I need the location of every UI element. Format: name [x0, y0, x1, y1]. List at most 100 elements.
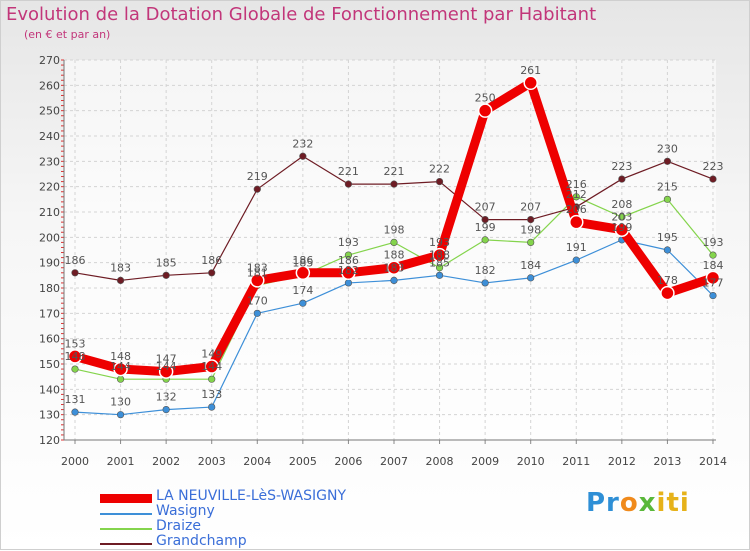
data-point-draize	[116, 375, 125, 383]
y-tick-label: 190	[39, 257, 60, 270]
data-point-grandchamp	[663, 157, 672, 165]
y-tick-label: 200	[39, 231, 60, 244]
legend-swatch	[100, 543, 152, 545]
data-point-la-neuville-l-s-wasigny	[660, 285, 675, 301]
logo-part-1: Pr	[586, 488, 620, 518]
y-tick-label: 120	[39, 434, 60, 447]
data-label-la-neuville-l-s-wasigny: 188	[383, 249, 404, 262]
data-point-wasigny	[253, 309, 261, 317]
series-layer	[67, 75, 721, 419]
data-point-la-neuville-l-s-wasigny	[250, 273, 265, 288]
data-label-grandchamp: 221	[383, 165, 404, 178]
data-label-grandchamp: 185	[156, 256, 177, 269]
data-label-la-neuville-l-s-wasigny: 153	[65, 337, 86, 350]
x-tick-label: 2006	[334, 455, 362, 468]
legend-label: Draize	[156, 518, 201, 534]
x-tick-label: 2007	[380, 455, 408, 468]
data-point-draize	[618, 213, 626, 221]
y-tick-label: 250	[39, 105, 60, 118]
legend-label: Wasigny	[156, 503, 215, 519]
y-tick-label: 210	[39, 206, 60, 219]
data-label-draize: 198	[520, 223, 541, 236]
data-label-grandchamp: 223	[611, 160, 632, 173]
data-label-grandchamp: 186	[201, 254, 222, 267]
data-point-draize	[709, 251, 717, 259]
y-tick-label: 220	[39, 181, 60, 194]
legend-label: LA NEUVILLE-LèS-WASIGNY	[156, 488, 346, 504]
y-tick-label: 160	[39, 333, 60, 346]
data-point-la-neuville-l-s-wasigny	[341, 265, 356, 281]
data-point-la-neuville-l-s-wasigny	[67, 349, 83, 364]
data-label-draize: 216	[566, 178, 587, 191]
data-label-draize: 193	[338, 236, 359, 249]
legend-label: Grandchamp	[156, 533, 247, 549]
data-label-wasigny: 182	[338, 264, 359, 277]
data-point-grandchamp	[116, 276, 125, 285]
x-tick-label: 2013	[653, 455, 681, 468]
y-tick-label: 140	[39, 383, 60, 396]
data-label-wasigny: 170	[247, 294, 268, 307]
x-tick-label: 2009	[471, 455, 499, 468]
data-label-grandchamp: 221	[338, 165, 359, 178]
data-label-draize: 185	[292, 256, 313, 269]
proxiti-logo: Proxiti	[586, 488, 690, 518]
data-label-la-neuville-l-s-wasigny: 149	[201, 348, 222, 361]
data-label-grandchamp: 222	[429, 163, 450, 176]
y-tick-label: 270	[39, 54, 60, 67]
x-tick-label: 2000	[61, 455, 89, 468]
data-point-draize	[663, 195, 672, 203]
data-point-draize	[208, 375, 216, 383]
data-point-la-neuville-l-s-wasigny	[523, 75, 538, 91]
x-tick-label: 2004	[243, 455, 271, 468]
data-point-grandchamp	[208, 269, 216, 277]
data-point-la-neuville-l-s-wasigny	[158, 364, 174, 379]
y-tick-label: 230	[39, 155, 60, 168]
data-label-wasigny: 184	[520, 259, 541, 272]
data-label-draize: 181	[247, 266, 268, 279]
plot-area	[64, 60, 716, 440]
x-tick-label: 2010	[517, 455, 545, 468]
data-point-la-neuville-l-s-wasigny	[295, 265, 311, 281]
data-point-wasigny	[299, 299, 307, 307]
data-label-la-neuville-l-s-wasigny: 178	[657, 274, 678, 287]
data-label-la-neuville-l-s-wasigny: 183	[247, 261, 268, 274]
data-point-wasigny	[344, 279, 353, 287]
data-label-wasigny: 183	[383, 261, 404, 274]
data-label-la-neuville-l-s-wasigny: 193	[429, 236, 450, 249]
y-tick-label: 130	[39, 409, 60, 422]
data-label-la-neuville-l-s-wasigny: 186	[338, 254, 359, 267]
data-point-la-neuville-l-s-wasigny	[432, 247, 447, 263]
data-point-grandchamp	[253, 185, 261, 193]
x-tick-label: 2014	[699, 455, 727, 468]
data-point-grandchamp	[709, 175, 717, 183]
data-point-wasigny	[71, 408, 79, 416]
data-label-grandchamp: 223	[702, 160, 723, 173]
data-point-wasigny	[481, 279, 489, 287]
y-tick-label: 170	[39, 307, 60, 320]
data-label-wasigny: 174	[292, 284, 313, 297]
data-point-wasigny	[435, 271, 444, 279]
y-tick-label: 260	[39, 79, 60, 92]
data-point-la-neuville-l-s-wasigny	[477, 103, 493, 118]
data-label-draize: 144	[201, 360, 222, 373]
data-label-grandchamp: 230	[657, 142, 678, 155]
data-label-la-neuville-l-s-wasigny: 250	[475, 92, 496, 105]
data-point-la-neuville-l-s-wasigny	[705, 270, 721, 286]
data-point-la-neuville-l-s-wasigny	[204, 359, 219, 374]
data-label-wasigny: 182	[475, 264, 496, 277]
data-point-wasigny	[390, 276, 398, 285]
data-label-wasigny: 191	[566, 241, 587, 254]
data-label-draize: 199	[475, 221, 496, 234]
legend-swatch	[100, 528, 152, 530]
data-point-wasigny	[572, 256, 580, 264]
data-point-wasigny	[162, 406, 170, 414]
axis-layer: 120 130 140 150 160 170 180 190 200 210 220 230 240 2…	[39, 54, 727, 468]
data-point-grandchamp	[299, 152, 307, 160]
data-label-grandchamp: 186	[65, 254, 86, 267]
data-point-grandchamp	[618, 175, 626, 183]
data-label-draize: 148	[65, 350, 86, 363]
data-label-grandchamp: 212	[566, 188, 587, 201]
data-point-draize	[344, 251, 353, 259]
